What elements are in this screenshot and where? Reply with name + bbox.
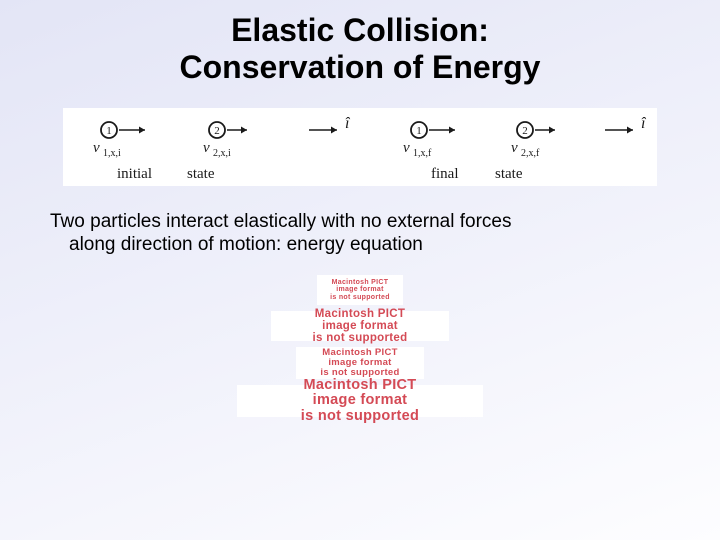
body-text-content: Two particles interact elastically with … (50, 211, 511, 256)
svg-text:2: 2 (214, 125, 220, 137)
svg-text:state: state (187, 166, 215, 182)
title-line-2: Conservation of Energy (180, 49, 541, 85)
svg-text:v: v (403, 140, 410, 156)
slide-root: Elastic Collision: Conservation of Energ… (0, 0, 720, 540)
svg-text:2: 2 (522, 125, 528, 137)
svg-text:v: v (511, 140, 518, 156)
body-text: Two particles interact elastically with … (0, 210, 720, 258)
svg-text:v: v (93, 140, 100, 156)
slide-title: Elastic Collision: Conservation of Energ… (0, 0, 720, 86)
title-line-1: Elastic Collision: (231, 12, 489, 48)
svg-text:1: 1 (106, 125, 112, 137)
svg-text:v: v (203, 140, 210, 156)
pict-placeholder: Macintosh PICTimage formatis not support… (296, 347, 424, 379)
pict-placeholder-text: Macintosh PICTimage formatis not support… (330, 279, 390, 301)
svg-text:2,x,i: 2,x,i (213, 148, 231, 159)
pict-placeholder: Macintosh PICTimage formatis not support… (317, 275, 403, 305)
svg-text:1: 1 (416, 125, 422, 137)
svg-text:2,x,f: 2,x,f (521, 148, 540, 159)
collision-diagram: 1v1,x,i2v2,x,i1v1,x,f2v2,x,fîîinitialsta… (63, 108, 657, 186)
pict-placeholder-text: Macintosh PICTimage formatis not support… (301, 378, 419, 424)
svg-text:1,x,i: 1,x,i (103, 148, 121, 159)
svg-text:state: state (495, 166, 523, 182)
pict-placeholder-text: Macintosh PICTimage formatis not support… (320, 348, 399, 378)
pict-placeholder-stack: Macintosh PICTimage formatis not support… (0, 275, 720, 417)
pict-placeholder: Macintosh PICTimage formatis not support… (271, 311, 449, 341)
pict-placeholder: Macintosh PICTimage formatis not support… (237, 385, 483, 417)
svg-text:î: î (345, 115, 351, 132)
svg-text:initial: initial (117, 166, 152, 182)
pict-placeholder-text: Macintosh PICTimage formatis not support… (313, 308, 408, 344)
svg-text:î: î (641, 115, 647, 132)
svg-text:final: final (431, 166, 459, 182)
svg-text:1,x,f: 1,x,f (413, 148, 432, 159)
